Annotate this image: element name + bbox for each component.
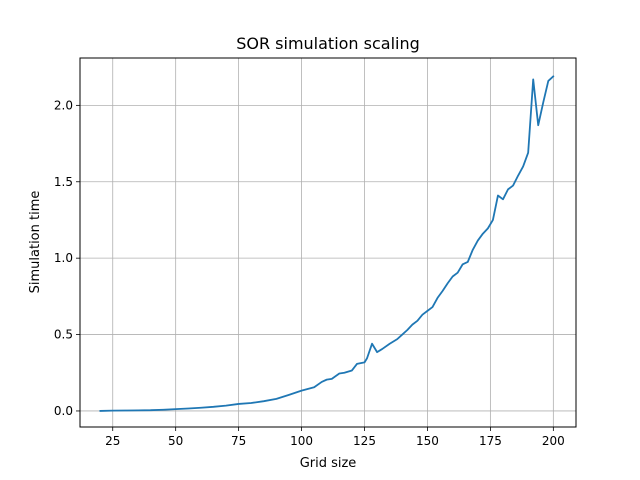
y-axis: 0.0 0.5 1.0 1.5 2.0 bbox=[54, 98, 80, 418]
x-tick-label: 125 bbox=[353, 434, 376, 448]
x-tick-label: 200 bbox=[542, 434, 565, 448]
plot-line-group bbox=[99, 75, 555, 412]
y-axis-label: Simulation time bbox=[28, 191, 43, 294]
x-axis: 25 50 75 100 125 150 175 200 bbox=[105, 427, 565, 448]
y-tick-label: 0.0 bbox=[54, 404, 73, 418]
y-tick-label: 2.0 bbox=[54, 98, 73, 112]
x-tick-label: 175 bbox=[479, 434, 502, 448]
plot-frame bbox=[79, 57, 577, 428]
grid bbox=[80, 58, 576, 427]
x-tick-label: 100 bbox=[290, 434, 313, 448]
y-tick-label: 1.5 bbox=[54, 175, 73, 189]
x-tick-label: 25 bbox=[105, 434, 120, 448]
chart-title: SOR simulation scaling bbox=[236, 34, 420, 53]
x-axis-label: Grid size bbox=[300, 456, 357, 471]
x-tick-label: 50 bbox=[168, 434, 183, 448]
series-line bbox=[99, 75, 555, 412]
y-tick-label: 1.0 bbox=[54, 251, 73, 265]
x-tick-label: 75 bbox=[231, 434, 246, 448]
y-tick-label: 0.5 bbox=[54, 328, 73, 342]
x-tick-label: 150 bbox=[416, 434, 439, 448]
